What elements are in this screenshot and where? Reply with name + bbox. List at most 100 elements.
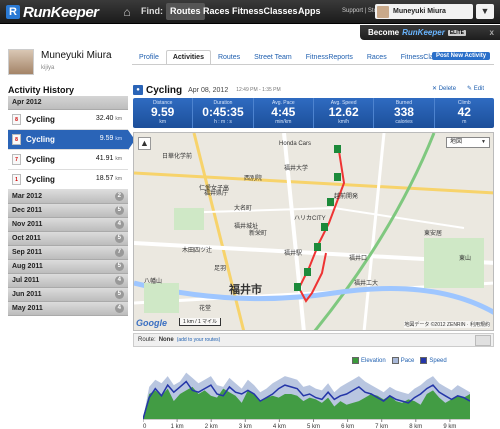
stat-label: Climb — [457, 100, 471, 106]
stat-unit: m — [462, 119, 467, 125]
nav-routes[interactable]: Routes — [166, 3, 205, 20]
stat-label: Duration — [213, 100, 233, 106]
activity-distance: 9.59 — [99, 135, 114, 142]
activity-item[interactable]: 7 Cycling 41.91 km — [8, 150, 128, 170]
runkeeper-logo-icon: R — [6, 5, 20, 19]
month-header[interactable]: Nov 2011 4 — [8, 218, 128, 232]
chart-series-elevation — [143, 386, 470, 419]
activity-title: Cycling — [146, 84, 183, 96]
tab-fitnessclasses[interactable]: FitnessClasses — [400, 54, 449, 61]
stat-label: Avg. Speed — [330, 100, 357, 106]
post-new-activity-button[interactable]: Post New Activity — [432, 52, 491, 60]
route-label: Route: — [138, 337, 156, 343]
month-header-open[interactable]: Apr 2012 — [8, 96, 128, 110]
route-map[interactable]: 日華化学前 福井県庁 福井駅 大名町 福井城址 仁愛女子高 西別院 新栄町 木田… — [133, 132, 494, 331]
x-tick-label: 9 km — [443, 424, 456, 429]
elevation-pace-speed-chart[interactable]: 0 1 km 2 km 3 km 4 km 5 km 6 km 7 km 8 km 9 km — [143, 367, 470, 429]
month-count-badge: 4 — [114, 276, 124, 285]
activity-name: Cycling — [26, 155, 55, 164]
map-canvas — [134, 133, 493, 330]
support-store-links[interactable]: Support | Store — [342, 8, 383, 14]
month-count-badge: 5 — [114, 262, 124, 271]
map-label: Honda Cars — [279, 141, 312, 147]
user-menu[interactable]: Muneyuki Miura — [375, 4, 473, 19]
month-header[interactable]: Oct 2011 5 — [8, 232, 128, 246]
stat-label: Burned — [395, 100, 413, 106]
month-label: Jul 2011 — [12, 277, 40, 284]
month-label: Nov 2011 — [12, 221, 43, 228]
month-header[interactable]: Mar 2012 2 — [8, 190, 128, 204]
add-route-link[interactable]: (add to your routes) — [176, 337, 221, 343]
legend-speed[interactable]: Speed — [420, 357, 447, 364]
map-scale: 1 km / 1 マイル — [179, 318, 222, 326]
map-label: 木田四ツ辻 — [182, 248, 213, 254]
runkeeper-logo[interactable]: R RunKeeper — [6, 3, 99, 21]
activity-unit: km — [115, 176, 122, 182]
month-header[interactable]: Dec 2011 5 — [8, 204, 128, 218]
tab-street-team[interactable]: Street Team — [254, 54, 292, 61]
x-tick-label: 8 km — [409, 424, 422, 429]
route-bar: Route: None (add to your routes) — [133, 333, 494, 347]
close-icon[interactable]: x — [489, 28, 494, 37]
map-label: 福井城址 — [234, 224, 259, 230]
activity-unit: km — [115, 156, 122, 162]
map-label: ハリカCITY — [294, 216, 326, 222]
tab-activities[interactable]: Activities — [165, 50, 211, 65]
tab-fitnessreports[interactable]: FitnessReports — [305, 54, 353, 61]
legend-swatch — [420, 357, 428, 364]
x-tick-label: 0 — [143, 424, 147, 429]
elite-banner[interactable]: Become RunKeeper ELITE x — [360, 25, 500, 40]
activity-item[interactable]: 8 Cycling 32.40 km — [8, 110, 128, 130]
month-header[interactable]: Jul 2011 4 — [8, 274, 128, 288]
legend-elevation[interactable]: Elevation — [352, 357, 386, 364]
stat-unit: h : m : s — [214, 119, 232, 125]
settings-dropdown-icon[interactable]: ▼ — [476, 4, 494, 19]
stat-unit: km/h — [338, 119, 350, 125]
nav-fitnessclasses[interactable]: FitnessClasses — [232, 6, 298, 16]
google-logo[interactable]: Google — [136, 318, 167, 328]
month-header[interactable]: Jun 2011 5 — [8, 288, 128, 302]
nav-races[interactable]: Races — [203, 6, 230, 16]
tab-profile[interactable]: Profile — [139, 54, 159, 61]
map-label: 東安居 — [424, 231, 443, 237]
month-header[interactable]: Sep 2011 7 — [8, 246, 128, 260]
x-tick-label: 7 km — [375, 424, 388, 429]
elite-tag: ELITE — [447, 29, 466, 36]
activity-history-title: Activity History — [8, 85, 75, 95]
map-label: 八幡山 — [144, 279, 163, 285]
stat-value: 12.62 — [328, 105, 359, 119]
map-label: 足羽 — [214, 266, 227, 272]
activity-header: ● Cycling Apr 08, 2012 12:49 PM - 1:35 P… — [133, 83, 494, 97]
home-icon[interactable]: ⌂ — [123, 5, 131, 19]
profile-avatar[interactable] — [8, 49, 34, 75]
stat-value: 338 — [393, 105, 414, 119]
map-type-select[interactable]: 地図 — [446, 137, 490, 148]
tab-routes[interactable]: Routes — [217, 54, 241, 61]
profile-username: kijiya — [41, 65, 55, 71]
map-label: 仁愛女子高 — [199, 186, 230, 192]
activity-item-selected[interactable]: 8 Cycling 9.59 km — [8, 130, 135, 150]
stat-value: 9.59 — [150, 105, 175, 119]
nav-apps[interactable]: Apps — [298, 6, 321, 16]
map-pan-control[interactable]: ▲ — [138, 137, 151, 150]
activity-item[interactable]: 1 Cycling 18.57 km — [8, 170, 128, 190]
delete-link[interactable]: ✕ Delete — [432, 86, 457, 92]
profile-name[interactable]: Muneyuki Miura — [41, 50, 112, 61]
edit-link[interactable]: ✎ Edit — [467, 86, 485, 92]
tab-divider — [132, 64, 494, 65]
stat-avg-speed: Avg. Speed 12.62 km/h — [314, 98, 375, 128]
activity-distance: 18.57 — [95, 175, 114, 182]
legend-label: Speed — [429, 357, 447, 364]
legend-pace[interactable]: Pace — [391, 357, 414, 364]
month-header[interactable]: Aug 2011 5 — [8, 260, 128, 274]
stat-unit: km — [159, 119, 166, 125]
route-thumbnail[interactable] — [475, 335, 491, 346]
month-header[interactable]: May 2011 4 — [8, 302, 128, 316]
map-label: 花堂 — [199, 306, 212, 312]
tab-races[interactable]: Races — [366, 54, 387, 61]
map-label: 新栄町 — [249, 231, 268, 237]
map-copyright[interactable]: 地図データ ©2012 ZENRIN · 利用規約 — [404, 321, 490, 328]
calendar-icon: 8 — [12, 134, 21, 145]
profile-tabs: Profile Activities Routes Street Team Fi… — [132, 50, 455, 65]
activity-unit: km — [115, 136, 122, 142]
